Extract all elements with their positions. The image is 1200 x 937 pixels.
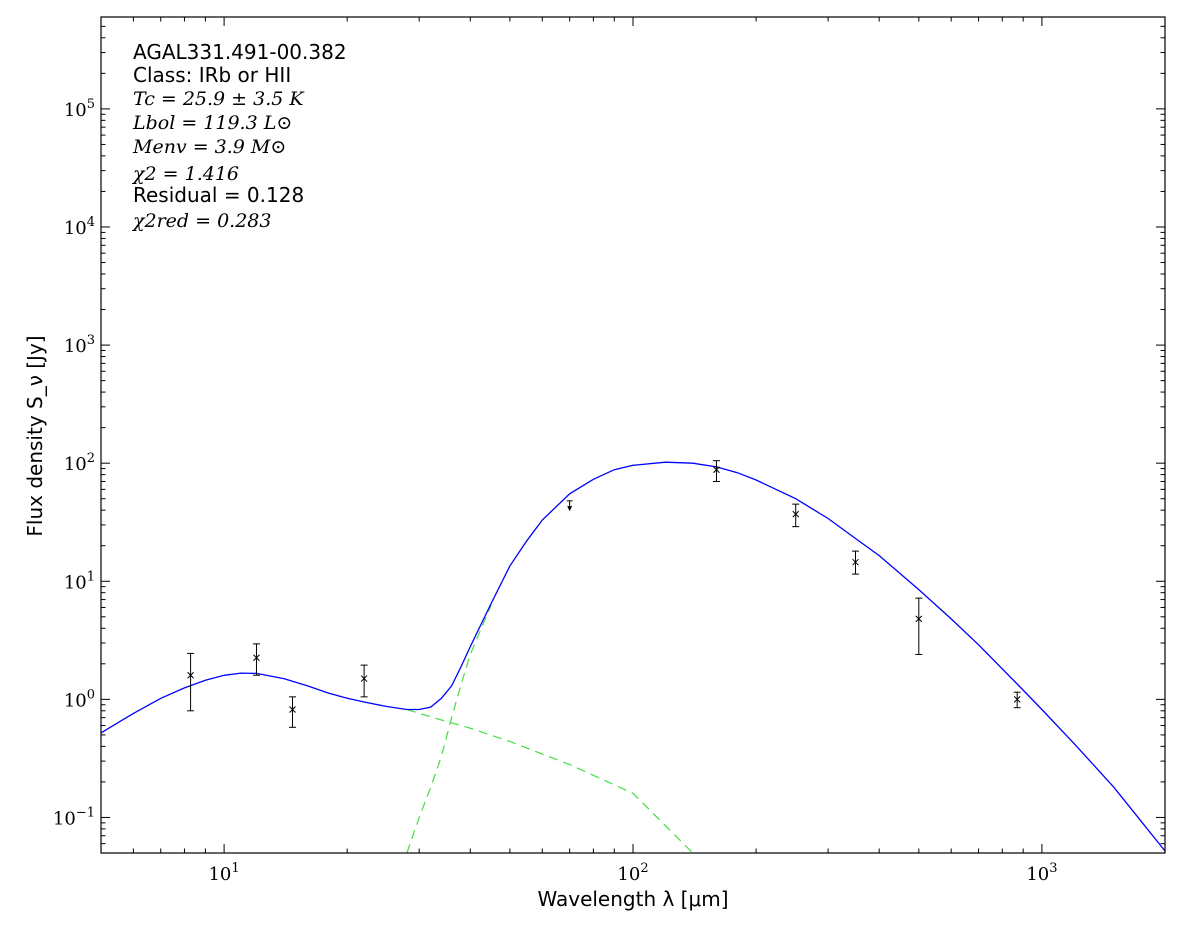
data-marker	[915, 615, 923, 623]
x-axis-label: Wavelength λ [μm]	[537, 887, 728, 911]
x-tick-label: 102	[617, 861, 648, 885]
reduced-chi-squared-text: χ2red = 0.283	[131, 210, 271, 232]
y-axis-label: Flux density S_ν [Jy]	[23, 335, 47, 536]
data-marker	[713, 466, 720, 474]
data-point	[187, 652, 195, 712]
data-marker	[187, 671, 194, 679]
data-point	[1013, 691, 1021, 709]
y-tick-label: 104	[64, 215, 95, 239]
data-point	[360, 664, 368, 698]
data-marker	[852, 558, 859, 566]
data-point	[851, 550, 859, 575]
data-points	[187, 460, 1021, 728]
y-tick-label: 10−1	[53, 805, 95, 829]
envelope-mass-text: Menv = 3.9 M⊙	[132, 136, 286, 158]
y-tick-label: 100	[64, 687, 95, 711]
upper-limit-arrow	[567, 506, 573, 512]
axis-ticks	[100, 16, 1166, 854]
data-point	[252, 643, 260, 676]
data-point	[915, 597, 923, 655]
data-point	[289, 696, 297, 728]
data-marker	[289, 706, 296, 713]
y-tick-label: 103	[64, 333, 95, 357]
data-marker	[253, 654, 260, 662]
y-tick-label: 105	[64, 97, 95, 121]
data-marker	[792, 510, 800, 518]
temperature-text: Tc = 25.9 ± 3.5 K	[133, 88, 305, 110]
total-model-curve	[101, 461, 1165, 852]
data-marker	[1013, 696, 1021, 703]
chi-squared-text: χ2 = 1.416	[131, 163, 239, 185]
tick-labels: 101 102 103 10−1 100 101 102 103 104 105	[53, 97, 1058, 885]
luminosity-text: Lbol = 119.3 L⊙	[132, 112, 292, 134]
y-tick-label: 101	[64, 569, 95, 593]
data-point	[712, 460, 720, 482]
y-tick-label: 102	[64, 451, 95, 475]
class-text: Class: IRb or HII	[133, 63, 291, 87]
data-point	[566, 500, 573, 512]
model-curves	[101, 461, 1165, 853]
component-curve-1	[406, 708, 694, 853]
data-point	[792, 503, 800, 528]
data-marker	[360, 675, 368, 682]
fit-annotations: AGAL331.491-00.382 Class: IRb or HII Tc …	[131, 40, 347, 232]
x-tick-label: 101	[208, 861, 239, 885]
source-name-text: AGAL331.491-00.382	[133, 40, 347, 64]
residual-text: Residual = 0.128	[133, 183, 304, 207]
component-curve-2	[406, 604, 492, 853]
x-tick-label: 103	[1026, 861, 1057, 885]
